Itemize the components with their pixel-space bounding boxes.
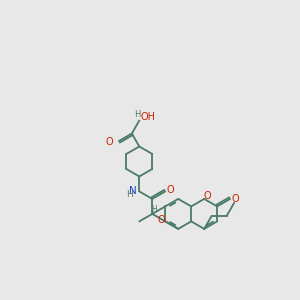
- Text: O: O: [106, 137, 113, 148]
- Text: O: O: [204, 191, 212, 201]
- Text: OH: OH: [141, 112, 156, 122]
- Text: O: O: [167, 185, 174, 195]
- Text: H: H: [151, 205, 157, 214]
- Text: H: H: [134, 110, 140, 118]
- Text: N: N: [130, 185, 137, 196]
- Text: H: H: [126, 190, 133, 199]
- Text: O: O: [158, 215, 166, 225]
- Text: O: O: [232, 194, 239, 204]
